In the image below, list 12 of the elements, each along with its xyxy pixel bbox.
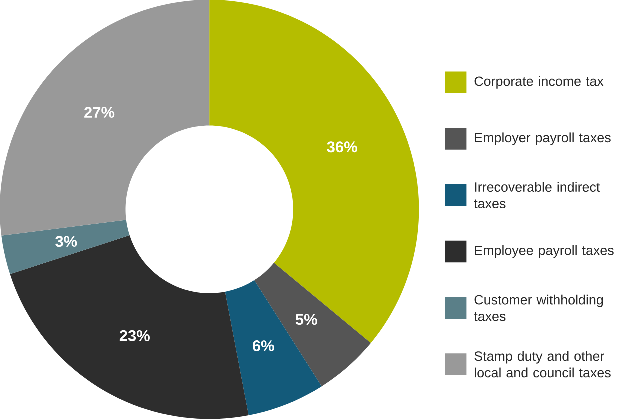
legend-label: Employer payroll taxes xyxy=(475,132,611,146)
data-label: 23% xyxy=(120,330,150,342)
legend-label: Employee payroll taxes xyxy=(475,245,614,258)
legend-label: Irrecoverable indirect taxes xyxy=(474,182,600,208)
data-label: 5% xyxy=(296,314,318,326)
legend-label: Customer withholding taxes xyxy=(474,294,604,322)
legend-label: Stamp duty and other local and council taxes xyxy=(474,351,611,378)
data-label: 6% xyxy=(252,340,274,352)
data-label: 36% xyxy=(327,142,358,153)
data-label: 27% xyxy=(84,107,115,118)
legend-label: Corporate income tax xyxy=(474,76,604,89)
data-label: 3% xyxy=(56,236,78,248)
